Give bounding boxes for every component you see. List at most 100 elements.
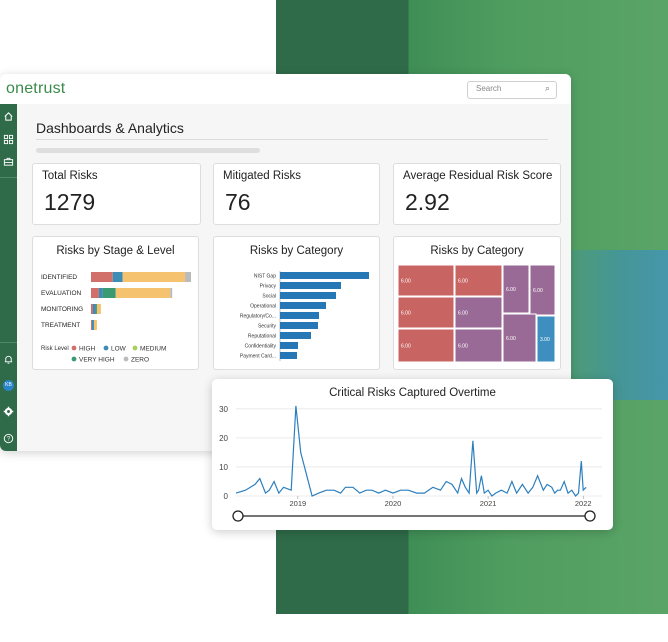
treemap-cell bbox=[454, 296, 503, 329]
avatar-icon[interactable]: KB bbox=[3, 380, 14, 391]
search-icon[interactable]: ⌕ bbox=[544, 83, 550, 93]
grid-icon[interactable] bbox=[3, 134, 14, 145]
title-divider bbox=[36, 139, 548, 140]
treemap-cell bbox=[502, 313, 537, 363]
residual-risk-score-label: Average Residual Risk Score bbox=[403, 170, 553, 182]
loading-bar bbox=[36, 148, 260, 153]
legend-label: ZERO bbox=[131, 356, 149, 363]
total-risks-value: 1279 bbox=[44, 189, 96, 215]
treemap-cell bbox=[529, 264, 556, 316]
category-label: Security bbox=[258, 324, 277, 330]
y-tick-label: 30 bbox=[219, 405, 228, 414]
y-tick-label: 10 bbox=[219, 463, 228, 472]
y-tick-label: 0 bbox=[224, 492, 229, 501]
stage-bar-segment bbox=[91, 272, 113, 282]
stage-bar-segment bbox=[112, 272, 123, 282]
legend-swatch bbox=[132, 345, 138, 351]
search-input[interactable]: Search ⌕ bbox=[467, 81, 557, 99]
stage-level-chart: IDENTIFIED EVALUATION MONITORING TREATMENT R… bbox=[41, 272, 191, 363]
category-bar bbox=[280, 352, 297, 359]
category-bar bbox=[280, 342, 298, 349]
x-tick-label: 2019 bbox=[289, 499, 306, 508]
stage-bar-segment bbox=[91, 288, 99, 298]
x-tick-label: 2022 bbox=[575, 499, 592, 508]
range-slider-start-handle[interactable] bbox=[232, 510, 244, 522]
treemap-cell-label: 6.00 bbox=[401, 344, 411, 350]
critical-risks-chart-card[interactable]: Critical Risks Captured Overtime 0 10 20 30… bbox=[212, 379, 613, 530]
category-treemap-title: Risks by Category bbox=[430, 245, 524, 257]
category-bar bbox=[280, 282, 341, 289]
stage-bar-segment bbox=[115, 288, 171, 298]
critical-risks-chart-title: Critical Risks Captured Overtime bbox=[329, 387, 496, 399]
stage-bar-segment bbox=[91, 320, 92, 330]
category-label: Reputational bbox=[248, 334, 276, 340]
category-label: Operational bbox=[250, 304, 276, 310]
mitigated-risks-card[interactable]: Mitigated Risks 76 bbox=[213, 163, 380, 225]
stage-bar-segment bbox=[91, 304, 93, 314]
treemap-cell bbox=[536, 315, 556, 363]
main-content: Dashboards & Analytics Total Risks 1279 … bbox=[17, 104, 571, 451]
mitigated-risks-value: 76 bbox=[225, 189, 251, 215]
treemap-cell-label: 6.00 bbox=[458, 344, 468, 350]
category-label: Regulatory/Co... bbox=[240, 314, 276, 320]
stage-label: TREATMENT bbox=[41, 322, 80, 329]
treemap-cell-label: 3.00 bbox=[540, 337, 550, 343]
home-icon[interactable] bbox=[3, 111, 14, 122]
legend-label: LOW bbox=[111, 345, 127, 352]
category-label: Social bbox=[262, 294, 276, 300]
category-bar bbox=[280, 292, 336, 299]
category-bar-chart-card[interactable]: Risks by Category NIST Gap Privacy Social O… bbox=[213, 236, 380, 370]
category-bar bbox=[280, 302, 326, 309]
y-tick-label: 20 bbox=[219, 434, 228, 443]
legend-label: HIGH bbox=[79, 345, 96, 352]
stage-bar-segment bbox=[98, 288, 103, 298]
legend-swatch bbox=[123, 356, 129, 362]
onetrust-logo: onetrust bbox=[6, 80, 66, 97]
treemap-cell bbox=[397, 328, 455, 363]
total-risks-label: Total Risks bbox=[42, 170, 98, 182]
critical-risks-line bbox=[235, 405, 587, 497]
svg-text:?: ? bbox=[7, 437, 11, 443]
legend-swatch bbox=[71, 345, 77, 351]
search-placeholder: Search bbox=[476, 84, 502, 93]
stage-bar-segment bbox=[91, 320, 94, 330]
stage-label: IDENTIFIED bbox=[41, 274, 77, 281]
category-treemap: 6.00 6.00 6.00 6.00 6.00 6.00 6.00 6.00 6.00 3.00 bbox=[397, 264, 556, 363]
help-icon[interactable]: ? bbox=[3, 433, 14, 444]
treemap-cell-label: 6.00 bbox=[458, 311, 468, 317]
stage-bar-segment bbox=[92, 304, 96, 314]
stage-level-chart-card[interactable]: Risks by Stage & Level IDENTIFIED EVALUAT… bbox=[32, 236, 199, 370]
category-bar bbox=[280, 272, 369, 279]
treemap-cell bbox=[454, 264, 503, 297]
category-label: Privacy bbox=[260, 284, 277, 290]
category-treemap-card[interactable]: Risks by Category 6.00 6.00 6.00 6.00 6.00 6.… bbox=[393, 236, 561, 370]
stage-label: EVALUATION bbox=[41, 290, 82, 297]
top-bar: onetrust Search ⌕ bbox=[0, 74, 571, 104]
stage-bar-segment bbox=[185, 272, 191, 282]
legend-swatch bbox=[71, 356, 77, 362]
stage-label: MONITORING bbox=[41, 306, 83, 313]
residual-risk-score-card[interactable]: Average Residual Risk Score 2.92 bbox=[393, 163, 561, 225]
treemap-cell-label: 6.00 bbox=[401, 311, 411, 317]
stage-level-chart-title: Risks by Stage & Level bbox=[56, 245, 175, 257]
category-label: NIST Gap bbox=[254, 274, 276, 280]
stage-bar-segment bbox=[170, 288, 173, 298]
category-bar bbox=[280, 332, 311, 339]
treemap-cell bbox=[454, 328, 503, 363]
category-bar bbox=[280, 322, 318, 329]
range-slider-end-handle[interactable] bbox=[584, 510, 596, 522]
total-risks-card[interactable]: Total Risks 1279 bbox=[32, 163, 201, 225]
treemap-cell bbox=[502, 264, 530, 314]
treemap-cell-label: 6.00 bbox=[506, 287, 516, 293]
gear-icon[interactable] bbox=[3, 406, 14, 417]
legend-label: VERY HIGH bbox=[79, 356, 115, 363]
legend-label: MEDIUM bbox=[140, 345, 166, 352]
treemap-cell bbox=[397, 296, 455, 329]
briefcase-icon[interactable] bbox=[3, 156, 14, 167]
treemap-cell-label: 6.00 bbox=[458, 279, 468, 285]
category-bar-chart: NIST Gap Privacy Social Operational Regulato… bbox=[240, 271, 369, 361]
critical-risks-line-chart: 0 10 20 30 2019 2020 2021 2022 bbox=[219, 405, 602, 522]
stage-bar-segment bbox=[96, 304, 101, 314]
bell-icon[interactable] bbox=[3, 354, 14, 365]
stage-bar-segment bbox=[95, 304, 97, 314]
